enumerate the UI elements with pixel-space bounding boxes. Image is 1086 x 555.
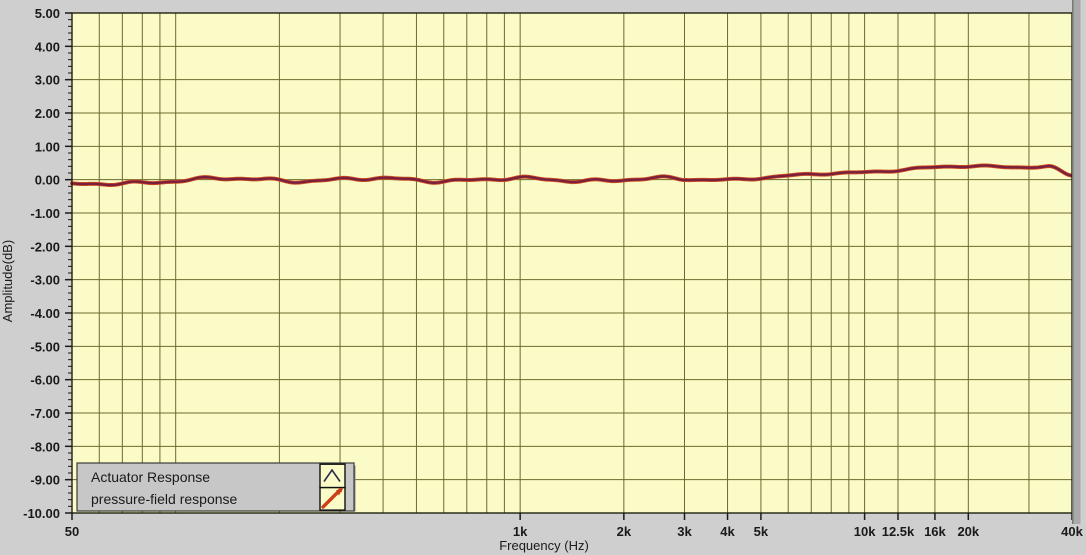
svg-text:-8.00: -8.00 — [30, 439, 60, 454]
svg-text:-5.00: -5.00 — [30, 339, 60, 354]
svg-text:Actuator Response: Actuator Response — [91, 469, 210, 485]
svg-text:5k: 5k — [754, 524, 769, 539]
svg-text:40k: 40k — [1061, 524, 1083, 539]
svg-text:1.00: 1.00 — [35, 139, 60, 154]
svg-text:10k: 10k — [854, 524, 876, 539]
svg-text:16k: 16k — [924, 524, 946, 539]
svg-text:pressure-field response: pressure-field response — [91, 491, 238, 507]
svg-text:2k: 2k — [617, 524, 632, 539]
svg-text:-6.00: -6.00 — [30, 373, 60, 388]
svg-text:2.00: 2.00 — [35, 106, 60, 121]
svg-text:-7.00: -7.00 — [30, 406, 60, 421]
svg-text:3.00: 3.00 — [35, 73, 60, 88]
svg-text:-3.00: -3.00 — [30, 273, 60, 288]
svg-text:-1.00: -1.00 — [30, 206, 60, 221]
svg-text:4k: 4k — [720, 524, 735, 539]
svg-text:-10.00: -10.00 — [23, 506, 60, 521]
svg-text:20k: 20k — [957, 524, 979, 539]
svg-text:50: 50 — [65, 524, 79, 539]
svg-text:Amplitude(dB): Amplitude(dB) — [0, 240, 15, 322]
svg-text:12.5k: 12.5k — [882, 524, 915, 539]
svg-text:3k: 3k — [677, 524, 692, 539]
svg-text:-9.00: -9.00 — [30, 473, 60, 488]
svg-text:Frequency (Hz): Frequency (Hz) — [499, 538, 589, 553]
svg-text:1k: 1k — [513, 524, 528, 539]
svg-text:4.00: 4.00 — [35, 39, 60, 54]
svg-text:-4.00: -4.00 — [30, 306, 60, 321]
svg-text:-2.00: -2.00 — [30, 239, 60, 254]
svg-text:0.00: 0.00 — [35, 173, 60, 188]
svg-text:5.00: 5.00 — [35, 6, 60, 21]
